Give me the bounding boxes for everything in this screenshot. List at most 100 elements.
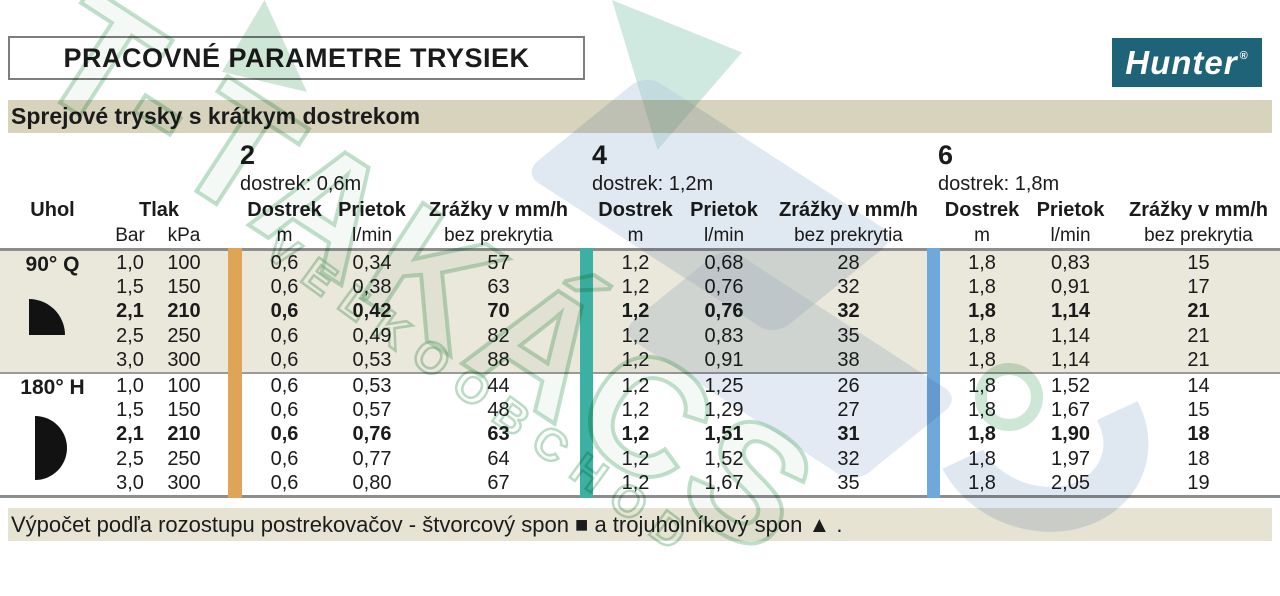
table-cell: 1,25	[704, 375, 744, 397]
table-cell: 1,14	[1051, 348, 1090, 371]
table-cell: 67	[487, 471, 510, 494]
table-cell: 1,67	[1051, 399, 1090, 422]
col-header-prietok: Prietok	[690, 199, 758, 221]
col-header-dostrek: Dostrek	[247, 199, 322, 221]
table-cell: 38	[837, 348, 860, 371]
table-cell: 250	[167, 324, 201, 347]
page-title-text: PRACOVNÉ PARAMETRE TRYSIEK	[63, 42, 530, 73]
table-cell: 1,5	[116, 399, 144, 422]
table-cell: 1,52	[1051, 375, 1090, 397]
table-cell: 1,14	[1051, 324, 1090, 347]
nozzle-group-2-header: 2 dostrek: 0,6m	[240, 140, 361, 196]
table-cell: 26	[837, 375, 860, 397]
section-subtitle: Sprejové trysky s krátkym dostrekom	[8, 100, 1272, 133]
table-row: 2,1 210 0,6 0,76 63 1,2 1,51 31 1,8 1,90 18	[0, 422, 1280, 446]
table-row: 3,0 300 0,6 0,80 67 1,2 1,67 35 1,8 2,05 19	[0, 471, 1280, 495]
table-cell: 0,76	[704, 300, 744, 323]
table-cell: 300	[167, 348, 201, 371]
table-cell: 3,0	[116, 471, 144, 494]
table-cell: 100	[167, 252, 201, 274]
table-cell: 88	[487, 348, 510, 371]
table-cell: 1,8	[968, 348, 996, 371]
parameters-table: 90° Q 1,0 100 0,6 0,34 57 1,2 0,68 28 1,8 0,83 15 1…	[0, 248, 1280, 498]
unit-header-bez-prekrytia: bez prekrytia	[794, 225, 903, 246]
col-header-dostrek: Dostrek	[944, 199, 1020, 221]
table-cell: 0,76	[352, 423, 392, 446]
table-cell: 0,77	[352, 447, 392, 470]
table-cell: 150	[167, 276, 201, 299]
unit-header-m: m	[974, 225, 990, 246]
table-cell: 0,91	[704, 348, 744, 371]
table-cell: 1,2	[621, 423, 650, 446]
nozzle-group-range: dostrek: 1,8m	[938, 173, 1060, 195]
table-cell: 1,5	[116, 276, 144, 299]
table-cell: 1,2	[621, 399, 650, 422]
table-cell: 1,2	[621, 300, 650, 323]
table-header: 2 dostrek: 0,6m 4 dostrek: 1,2m 6 dostre…	[0, 140, 1280, 248]
table-cell: 1,8	[968, 252, 996, 274]
table-cell: 1,8	[968, 276, 996, 299]
table-cell: 48	[487, 399, 510, 422]
angle-cell-180h: 180° H	[0, 374, 105, 480]
divider-bar-teal	[580, 248, 593, 498]
registered-mark: ®	[1239, 49, 1249, 62]
table-cell: 0,34	[352, 252, 392, 274]
table-cell: 1,2	[621, 471, 650, 494]
table-cell: 0,6	[270, 471, 299, 494]
table-cell: 2,05	[1051, 471, 1090, 494]
table-row: 1,5 150 0,6 0,57 48 1,2 1,29 27 1,8 1,67 15	[0, 398, 1280, 422]
table-cell: 0,49	[352, 324, 392, 347]
table-cell: 250	[167, 447, 201, 470]
table-cell: 63	[487, 423, 510, 446]
footer-note: Výpočet podľa rozostupu postrekovačov - …	[8, 508, 1272, 541]
nozzle-group-number: 4	[592, 140, 608, 170]
table-cell: 2,5	[116, 447, 144, 470]
table-cell: 0,83	[704, 324, 744, 347]
table-cell: 1,8	[968, 447, 996, 470]
table-cell: 0,6	[270, 348, 299, 371]
col-header-zrazky: Zrážky v mm/h	[429, 199, 568, 221]
table-row: 3,0 300 0,6 0,53 88 1,2 0,91 38 1,8 1,14 21	[0, 348, 1280, 372]
col-header-zrazky: Zrážky v mm/h	[779, 199, 918, 221]
col-header-uhol: Uhol	[30, 199, 75, 221]
table-row: 1,0 100 0,6 0,34 57 1,2 0,68 28 1,8 0,83 15	[0, 251, 1280, 275]
table-cell: 1,29	[704, 399, 744, 422]
table-cell: 1,2	[621, 276, 650, 299]
table-cell: 17	[1187, 276, 1210, 299]
nozzle-group-range: dostrek: 1,2m	[592, 173, 714, 195]
table-cell: 1,90	[1051, 423, 1090, 446]
table-cell: 15	[1187, 252, 1210, 274]
table-cell: 0,6	[270, 324, 299, 347]
table-row: 2,1 210 0,6 0,42 70 1,2 0,76 32 1,8 1,14 21	[0, 299, 1280, 323]
table-cell: 0,83	[1051, 252, 1090, 274]
table-cell: 15	[1187, 399, 1210, 422]
table-cell: 1,67	[704, 471, 744, 494]
table-cell: 0,80	[352, 471, 392, 494]
table-cell: 0,38	[352, 276, 392, 299]
hunter-logo: Hunter ®	[1112, 38, 1262, 87]
col-header-prietok: Prietok	[338, 199, 406, 221]
table-cell: 210	[167, 300, 201, 323]
table-cell: 300	[167, 471, 201, 494]
hunter-logo-text: Hunter	[1125, 43, 1238, 81]
unit-header-bez-prekrytia: bez prekrytia	[444, 225, 553, 246]
table-cell: 210	[167, 423, 201, 446]
table-row: 2,5 250 0,6 0,49 82 1,2 0,83 35 1,8 1,14 21	[0, 324, 1280, 348]
unit-header-m: m	[627, 225, 644, 246]
table-cell: 35	[837, 324, 860, 347]
table-cell: 1,8	[968, 423, 996, 446]
table-cell: 0,91	[1051, 276, 1090, 299]
table-row: 2,5 250 0,6 0,77 64 1,2 1,52 32 1,8 1,97 18	[0, 447, 1280, 471]
nozzle-group-range: dostrek: 0,6m	[240, 173, 362, 195]
table-cell: 1,0	[116, 252, 144, 274]
table-cell: 1,8	[968, 471, 996, 494]
divider-bar-orange	[228, 248, 242, 498]
unit-header-lmin: l/min	[351, 225, 393, 246]
nozzle-group-number: 6	[938, 140, 954, 170]
table-block-90q: 90° Q 1,0 100 0,6 0,34 57 1,2 0,68 28 1,8 0,83 15 1…	[0, 251, 1280, 372]
nozzle-group-6-header: 6 dostrek: 1,8m	[938, 140, 1059, 196]
table-cell: 1,8	[968, 399, 996, 422]
table-cell: 21	[1187, 348, 1210, 371]
table-cell: 0,53	[352, 375, 392, 397]
table-cell: 1,2	[621, 252, 650, 274]
